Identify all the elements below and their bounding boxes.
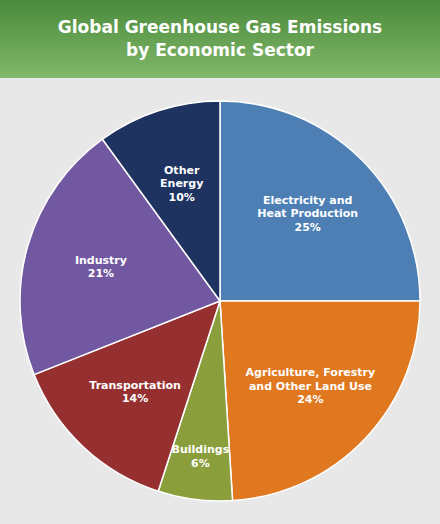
svg-text:Industry21%: Industry21%: [75, 253, 127, 279]
html-text:by Economic Sector: by Economic Sector: [126, 40, 314, 60]
svg-text:Agriculture, Forestryand Other: Agriculture, Forestryand Other Land Use2…: [246, 366, 376, 406]
html-text:Global Greenhouse Gas Emission: Global Greenhouse Gas Emissions: [57, 17, 383, 38]
svg-text:Buildings6%: Buildings6%: [172, 443, 230, 470]
svg-text:OtherEnergy10%: OtherEnergy10%: [160, 163, 203, 203]
svg-text:Transportation14%: Transportation14%: [89, 378, 180, 405]
svg-text:Electricity andHeat Production: Electricity andHeat Production25%: [257, 193, 358, 233]
